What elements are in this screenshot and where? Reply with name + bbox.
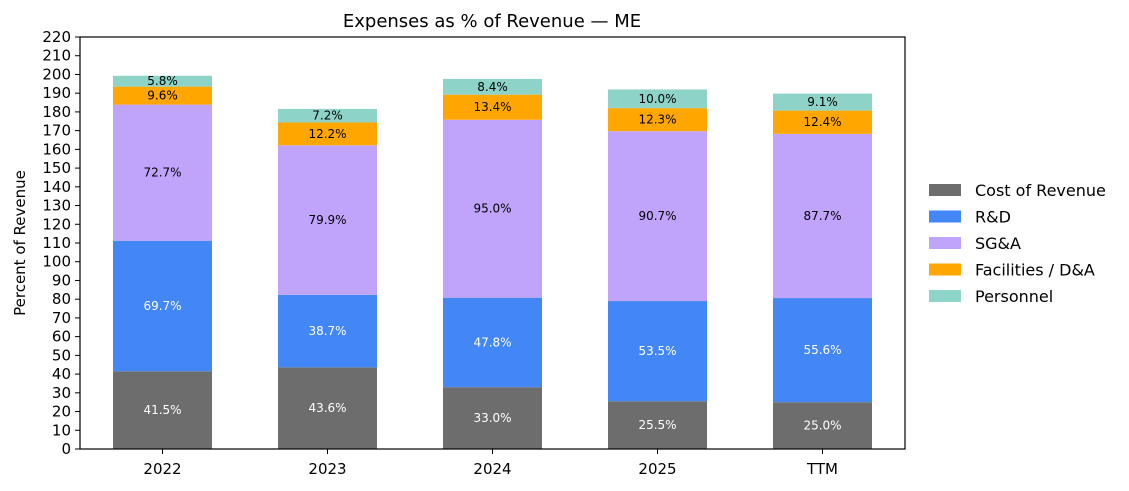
data-label: 43.6% — [308, 401, 346, 415]
y-tick-label: 0 — [61, 440, 71, 458]
data-label: 41.5% — [143, 403, 181, 417]
legend-label: Cost of Revenue — [975, 181, 1106, 200]
plot-area: 41.5% 69.7% 72.7% 9.6%5.8% 43.6% 38.7% 79.9% 12… — [42, 28, 906, 478]
y-tick-label: 140 — [42, 178, 71, 196]
data-label: 5.8% — [147, 74, 178, 88]
bar-segment — [278, 122, 377, 146]
x-tick-label: 2022 — [143, 460, 181, 478]
legend-label: Facilities / D&A — [975, 261, 1095, 280]
y-tick-label: 220 — [42, 28, 71, 46]
data-label: 9.6% — [147, 89, 178, 103]
bar-segment — [773, 93, 872, 111]
y-tick-label: 60 — [52, 328, 71, 346]
data-label: 95.0% — [473, 202, 511, 216]
data-label: 10.0% — [638, 92, 676, 106]
y-tick-label: 120 — [42, 215, 71, 233]
bar-segment — [278, 108, 377, 123]
bar-segment — [443, 297, 542, 388]
data-label: 87.7% — [803, 209, 841, 223]
bar-segment — [443, 78, 542, 95]
y-tick-label: 210 — [42, 47, 71, 65]
bar-segment — [773, 133, 872, 299]
bar-segment — [113, 371, 212, 449]
x-tick-label: 2023 — [308, 460, 346, 478]
y-tick-label: 80 — [52, 290, 71, 308]
bar-segment — [608, 108, 707, 132]
data-label: 38.7% — [308, 324, 346, 338]
data-label: 9.1% — [807, 95, 838, 109]
legend-swatch — [929, 210, 961, 223]
y-tick-label: 10 — [52, 421, 71, 439]
data-label: 72.7% — [143, 166, 181, 180]
bar-segment — [608, 301, 707, 402]
data-label: 25.5% — [638, 418, 676, 432]
data-label: 7.2% — [312, 109, 343, 123]
legend-label: Personnel — [975, 287, 1053, 306]
data-label: 25.0% — [803, 419, 841, 433]
data-label: 12.3% — [638, 113, 676, 127]
legend-swatch — [929, 263, 961, 276]
y-tick-label: 150 — [42, 159, 71, 177]
y-tick-label: 180 — [42, 103, 71, 121]
y-tick-label: 50 — [52, 346, 71, 364]
bar-segment — [773, 110, 872, 134]
legend-swatch — [929, 290, 961, 302]
x-tick-label: 2024 — [473, 460, 511, 478]
bar-segment — [113, 104, 212, 241]
y-tick-label: 70 — [52, 309, 71, 327]
data-label: 8.4% — [477, 80, 508, 94]
y-tick-label: 160 — [42, 140, 71, 158]
data-label: 47.8% — [473, 335, 511, 349]
y-tick-label: 100 — [42, 253, 71, 271]
data-label: 33.0% — [473, 411, 511, 425]
y-tick-label: 130 — [42, 197, 71, 215]
y-tick-label: 190 — [42, 84, 71, 102]
bar-segment — [113, 75, 212, 87]
data-label: 53.5% — [638, 344, 676, 358]
bar-segment — [278, 145, 377, 295]
bar-segment — [773, 402, 872, 449]
bar-segment — [443, 119, 542, 298]
legend-label: R&D — [975, 208, 1011, 227]
bar-segment — [278, 294, 377, 368]
data-label: 55.6% — [803, 343, 841, 357]
bar-segment — [773, 298, 872, 403]
bar-segment — [608, 89, 707, 109]
chart-title: Expenses as % of Revenue — ME — [343, 11, 641, 32]
data-label: 12.2% — [308, 127, 346, 141]
data-label: 69.7% — [143, 299, 181, 313]
data-label: 79.9% — [308, 213, 346, 227]
y-tick-label: 110 — [42, 234, 71, 252]
bar-segment — [113, 86, 212, 105]
y-tick-label: 90 — [52, 271, 71, 289]
bar-segment — [443, 94, 542, 120]
y-tick-label: 20 — [52, 403, 71, 421]
y-axis-title: Percent of Revenue — [11, 170, 29, 316]
bar-segment — [608, 401, 707, 449]
data-label: 12.4% — [803, 115, 841, 129]
data-label: 13.4% — [473, 100, 511, 114]
data-label: 90.7% — [638, 209, 676, 223]
bar-segment — [608, 131, 707, 302]
y-tick-label: 30 — [52, 384, 71, 402]
legend-swatch — [929, 184, 961, 196]
bar-segment — [443, 387, 542, 449]
y-tick-label: 200 — [42, 65, 71, 83]
x-tick-label: TTM — [806, 460, 838, 478]
legend: Cost of Revenue R&D SG&A Facilities / D&A Pe… — [929, 181, 1106, 306]
x-tick-label: 2025 — [638, 460, 676, 478]
bar-segment — [113, 240, 212, 372]
legend-swatch — [929, 237, 961, 249]
y-tick-label: 40 — [52, 365, 71, 383]
legend-label: SG&A — [975, 234, 1021, 253]
bar-segment — [278, 367, 377, 449]
y-tick-label: 170 — [42, 122, 71, 140]
